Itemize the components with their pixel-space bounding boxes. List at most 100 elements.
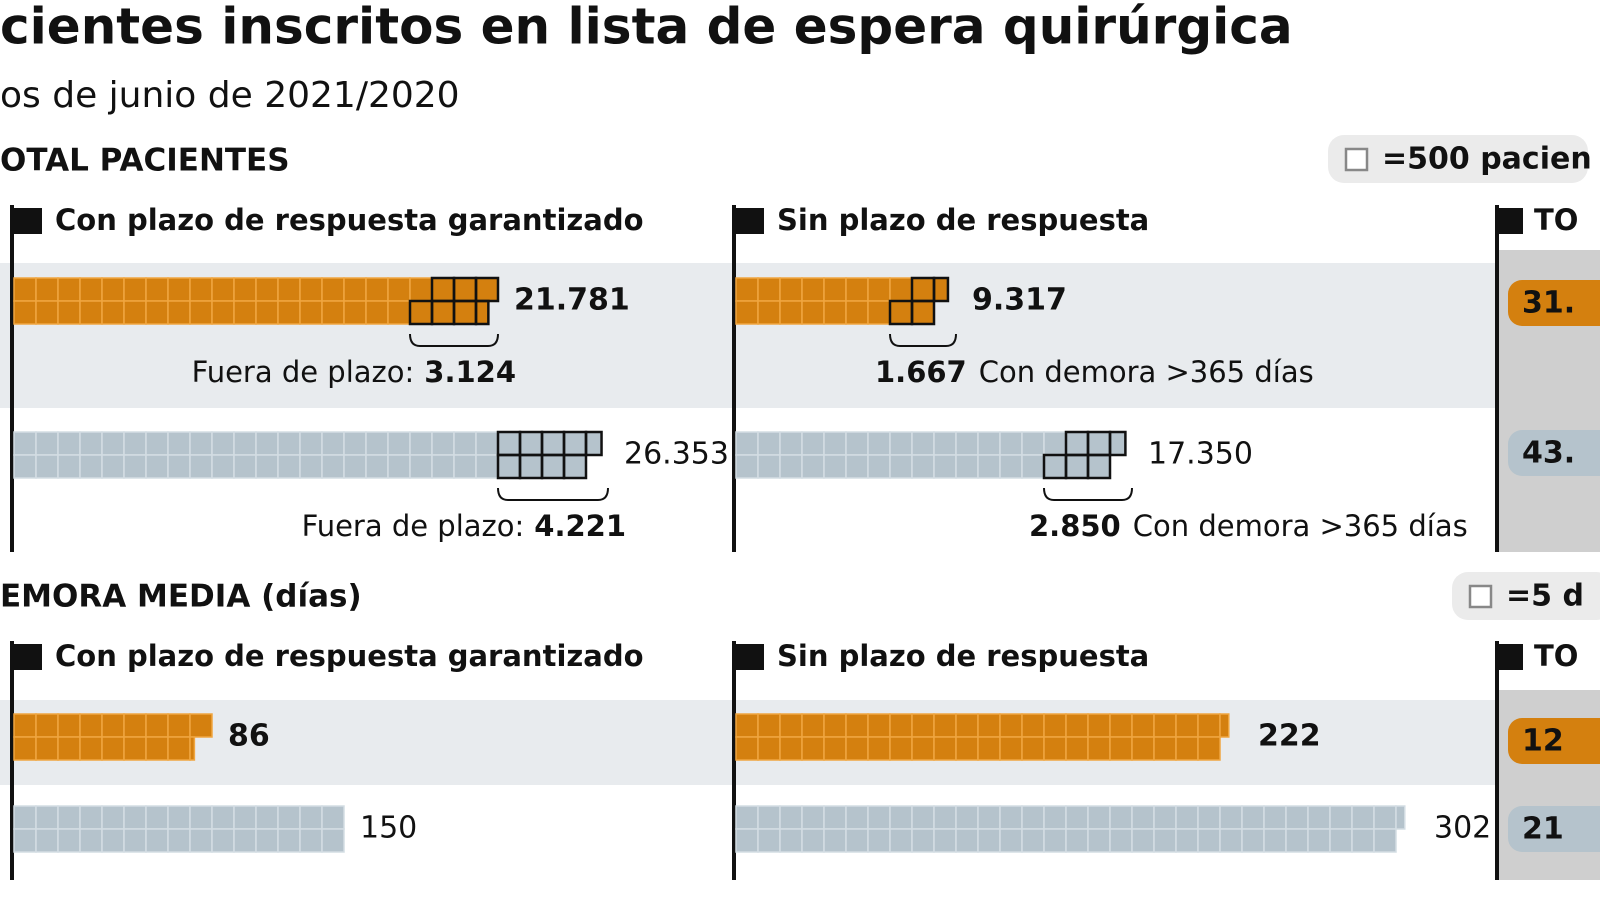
unit-square bbox=[343, 277, 367, 302]
unit-square bbox=[1241, 805, 1265, 830]
unit-square bbox=[409, 431, 433, 456]
unit-square bbox=[1021, 454, 1045, 479]
unit-square bbox=[823, 277, 847, 302]
unit-square bbox=[277, 828, 301, 853]
unit-square bbox=[735, 300, 759, 325]
unit-square bbox=[233, 277, 257, 302]
unit-square bbox=[145, 713, 169, 738]
value-label: 26.353 bbox=[624, 437, 729, 472]
highlight-square bbox=[910, 299, 936, 326]
unit-square bbox=[845, 300, 869, 325]
unit-square bbox=[823, 713, 847, 738]
bracket bbox=[409, 333, 499, 347]
unit-square bbox=[585, 431, 603, 456]
unit-square bbox=[801, 454, 825, 479]
unit-square bbox=[757, 828, 781, 853]
unit-square bbox=[1087, 736, 1111, 761]
unit-square bbox=[911, 805, 935, 830]
unit-square bbox=[1065, 736, 1089, 761]
unit-square bbox=[343, 431, 367, 456]
unit-square bbox=[955, 713, 979, 738]
legend-label: =500 pacien bbox=[1382, 142, 1592, 177]
unit-square bbox=[1263, 828, 1287, 853]
unit-square bbox=[189, 805, 213, 830]
unit-square bbox=[1109, 736, 1133, 761]
unit-square bbox=[867, 713, 891, 738]
unit-square bbox=[497, 454, 521, 479]
unit-square bbox=[779, 713, 803, 738]
unit-square bbox=[123, 828, 147, 853]
unit-square bbox=[13, 736, 37, 761]
unit-square bbox=[519, 454, 543, 479]
unit-square bbox=[299, 300, 323, 325]
unit-square bbox=[101, 431, 125, 456]
unit-square bbox=[867, 454, 891, 479]
unit-square bbox=[299, 454, 323, 479]
total-label: 31. bbox=[1522, 286, 1575, 321]
unit-square bbox=[867, 828, 891, 853]
unit-square bbox=[1219, 828, 1243, 853]
unit-square bbox=[13, 805, 37, 830]
unit-square bbox=[233, 805, 257, 830]
unit-square bbox=[145, 828, 169, 853]
unit-square bbox=[79, 277, 103, 302]
unit-square bbox=[79, 300, 103, 325]
unit-square bbox=[35, 431, 59, 456]
unit-square bbox=[167, 805, 191, 830]
unit-square bbox=[823, 300, 847, 325]
value-label: 17.350 bbox=[1148, 437, 1253, 472]
unit-square bbox=[189, 736, 196, 761]
unit-square bbox=[453, 277, 477, 302]
unit-square bbox=[255, 805, 279, 830]
unit-square bbox=[845, 805, 869, 830]
unit-square bbox=[123, 713, 147, 738]
unit-square bbox=[387, 277, 411, 302]
unit-square bbox=[57, 300, 81, 325]
unit-square bbox=[933, 805, 957, 830]
unit-square bbox=[1065, 431, 1089, 456]
unit-square bbox=[757, 805, 781, 830]
unit-square bbox=[757, 300, 781, 325]
highlight bbox=[1042, 430, 1127, 480]
highlight-square bbox=[1086, 453, 1112, 480]
unit-square bbox=[321, 805, 345, 830]
unit-square bbox=[889, 805, 913, 830]
highlight-square bbox=[1108, 430, 1127, 457]
unit-square bbox=[35, 713, 59, 738]
total-title: TO bbox=[1534, 639, 1578, 673]
unit-square bbox=[1043, 805, 1067, 830]
unit-square bbox=[299, 805, 323, 830]
unit-square bbox=[35, 805, 59, 830]
unit-square bbox=[779, 277, 803, 302]
unit-square bbox=[1087, 713, 1111, 738]
legend-label: =5 d bbox=[1506, 579, 1584, 614]
unit-square bbox=[145, 300, 169, 325]
unit-square bbox=[277, 431, 301, 456]
unit-square bbox=[255, 431, 279, 456]
note-text: Con demora >365 días bbox=[979, 355, 1314, 389]
unit-square bbox=[541, 454, 565, 479]
unit-square bbox=[735, 736, 759, 761]
unit-square bbox=[735, 713, 759, 738]
unit-square bbox=[79, 736, 103, 761]
unit-square bbox=[541, 431, 565, 456]
unit-square bbox=[1131, 713, 1155, 738]
unit-square bbox=[79, 454, 103, 479]
unit-square bbox=[801, 300, 825, 325]
unit-square bbox=[1065, 828, 1089, 853]
unit-square bbox=[933, 277, 949, 302]
unit-square bbox=[321, 431, 345, 456]
bracket bbox=[497, 487, 609, 501]
unit-square bbox=[1373, 828, 1397, 853]
unit-square bbox=[167, 277, 191, 302]
value-label: 86 bbox=[228, 719, 270, 754]
value-label: 222 bbox=[1258, 719, 1321, 754]
unit-square bbox=[999, 713, 1023, 738]
unit-square bbox=[977, 431, 1001, 456]
unit-square bbox=[189, 828, 213, 853]
unit-square bbox=[13, 300, 37, 325]
unit-square bbox=[189, 431, 213, 456]
total-pill bbox=[1508, 280, 1600, 326]
note-text: Fuera de plazo: bbox=[302, 509, 525, 543]
